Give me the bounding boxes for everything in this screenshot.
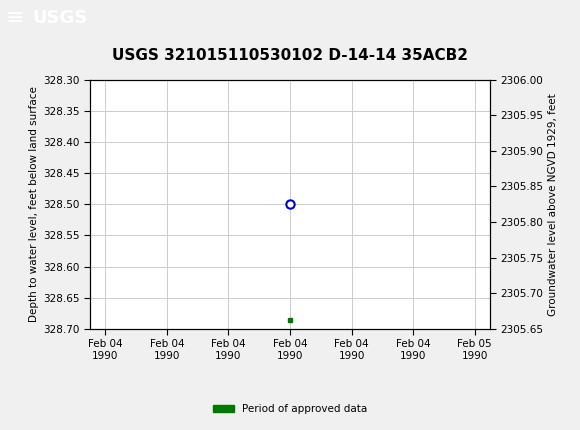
Text: USGS: USGS xyxy=(32,9,87,27)
Legend: Period of approved data: Period of approved data xyxy=(209,400,371,418)
Text: USGS 321015110530102 D-14-14 35ACB2: USGS 321015110530102 D-14-14 35ACB2 xyxy=(112,49,468,63)
Text: ≡: ≡ xyxy=(6,8,24,28)
Y-axis label: Depth to water level, feet below land surface: Depth to water level, feet below land su… xyxy=(29,86,39,322)
Y-axis label: Groundwater level above NGVD 1929, feet: Groundwater level above NGVD 1929, feet xyxy=(548,93,558,316)
